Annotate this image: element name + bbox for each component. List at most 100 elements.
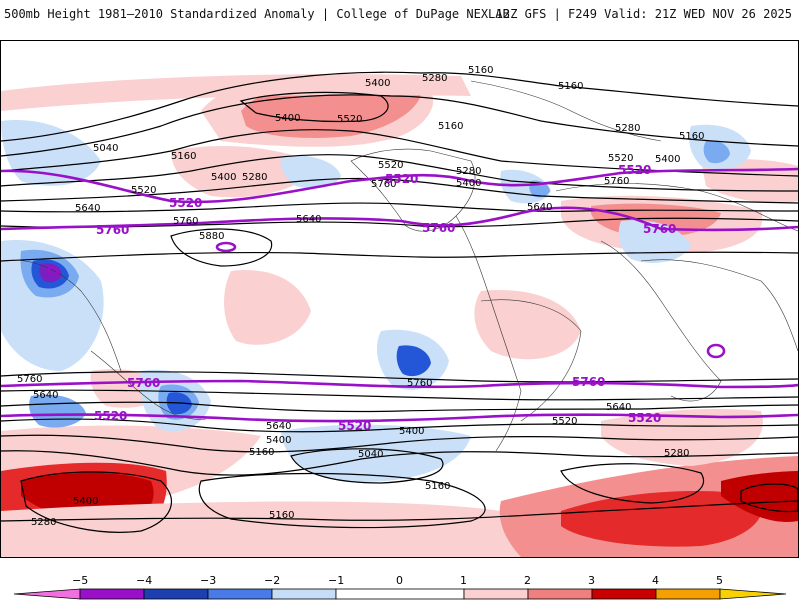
- contour-label: 5160: [425, 481, 450, 492]
- coastline: [640, 259, 798, 352]
- positive-anomaly-shading: [1, 74, 798, 557]
- purple-contour-5760-nh: [1, 206, 798, 232]
- anomaly-area: [1, 120, 101, 186]
- contour-label: 5160: [269, 510, 294, 521]
- colorbar-segment: [271, 588, 337, 600]
- colorbar-tick-label: 4: [652, 574, 659, 587]
- contour-line: [1, 418, 798, 433]
- purple-label: 5520: [385, 172, 418, 186]
- contour-label: 5760: [173, 216, 198, 227]
- contour-label: 5640: [527, 202, 552, 213]
- colorbar-segment: [79, 588, 145, 600]
- purple-closed-contour: [706, 343, 726, 359]
- contour-label: 5280: [31, 517, 56, 528]
- contour-label: 5400: [365, 78, 390, 89]
- anomaly-area: [601, 409, 763, 466]
- anomaly-area: [1, 74, 471, 111]
- purple-closed-contour: [46, 265, 60, 277]
- contour-line: [1, 434, 798, 453]
- colorbar-tick-label: 5: [716, 574, 723, 587]
- anomaly-colorbar: −5 −4 −3 −2 −1 0 1 2 3 4 5: [0, 568, 800, 600]
- coastline: [350, 148, 476, 232]
- contour-line: [1, 154, 798, 192]
- purple-label: 5760: [422, 221, 455, 235]
- purple-label: 5760: [572, 375, 605, 389]
- contour-line: [198, 472, 486, 529]
- coastline: [455, 215, 522, 452]
- anomaly-area: [281, 424, 471, 482]
- colorbar-tick-label: −4: [136, 574, 152, 587]
- contour-label: 5400: [211, 172, 236, 183]
- colorbar-tick-label: −3: [200, 574, 216, 587]
- colorbar-tick-label: −5: [72, 574, 88, 587]
- contour-label: 5280: [242, 172, 267, 183]
- contour-line: [290, 448, 444, 484]
- height-contours: [1, 71, 798, 533]
- contour-line: [740, 483, 798, 513]
- contour-label: 5400: [399, 426, 424, 437]
- contour-label: 5400: [456, 178, 481, 189]
- coastline: [1, 259, 122, 372]
- contour-line: [1, 202, 798, 213]
- contour-label: 5400: [266, 435, 291, 446]
- title-bar: 500mb Height 1981–2010 Standardized Anom…: [0, 0, 800, 30]
- colorbar-tick-label: 1: [460, 574, 467, 587]
- colorbar-segment: [719, 588, 787, 600]
- purple-contour-5760-sh: [1, 379, 798, 389]
- coastlines: [1, 80, 798, 452]
- colorbar-segment: [591, 588, 657, 600]
- contour-label: 5280: [456, 166, 481, 177]
- colorbar-segment: [527, 588, 593, 600]
- contour-label: 5160: [438, 121, 463, 132]
- colorbar-tick-label: −2: [264, 574, 280, 587]
- purple-label: 5520: [618, 163, 651, 177]
- anomaly-area: [224, 270, 311, 345]
- contour-label: 5760: [604, 176, 629, 187]
- contour-label: 5880: [199, 231, 224, 242]
- contour-label: 5760: [371, 179, 396, 190]
- contour-label: 5160: [249, 447, 274, 458]
- colorbar-svg: −5 −4 −3 −2 −1 0 1 2 3 4 5: [13, 574, 787, 600]
- purple-label: 5760: [127, 376, 160, 390]
- contour-label: 5520: [378, 160, 403, 171]
- contour-label: 5160: [558, 81, 583, 92]
- map-svg: 5160 5160 5160 5160 5160 5280 5280 5280 …: [1, 65, 798, 557]
- contour-line: [1, 217, 798, 228]
- contour-label: 5160: [468, 65, 493, 76]
- contour-line: [1, 94, 798, 157]
- purple-contour-5520-sh: [1, 413, 798, 423]
- contour-line: [1, 389, 798, 401]
- anomaly-area: [474, 290, 581, 360]
- purple-label-group: 5520 5520 5520 5520 5520 5520 5760 5760 …: [94, 163, 676, 433]
- contour-line: [1, 71, 798, 142]
- contour-label: 5160: [171, 151, 196, 162]
- contour-line: [560, 463, 705, 504]
- coastline: [470, 80, 662, 142]
- anomaly-area: [396, 345, 431, 377]
- contour-label-group: 5160 5160 5160 5160 5160 5280 5280 5280 …: [17, 65, 704, 528]
- anomaly-area: [280, 155, 341, 189]
- contour-label: 5280: [664, 448, 689, 459]
- contour-line: [1, 450, 798, 476]
- colorbar-tick-label: 2: [524, 574, 531, 587]
- colorbar-segment: [463, 588, 529, 600]
- colorbar-segment: [655, 588, 721, 600]
- colorbar-ticks: −5 −4 −3 −2 −1 0 1 2 3 4 5: [72, 574, 723, 587]
- contour-label: 5520: [337, 114, 362, 125]
- colorbar-tick-label: −1: [328, 574, 344, 587]
- contour-label: 5640: [296, 214, 321, 225]
- colorbar-tick-label: 0: [396, 574, 403, 587]
- contour-label: 5520: [552, 416, 577, 427]
- colorbar-segments: [13, 588, 787, 600]
- contour-label: 5280: [422, 73, 447, 84]
- contour-label: 5640: [606, 402, 631, 413]
- purple-contours: [1, 167, 798, 423]
- colorbar-segment: [207, 588, 273, 600]
- contour-label: 5640: [266, 421, 291, 432]
- colorbar-tick-label: 3: [588, 574, 595, 587]
- contour-line: [1, 251, 798, 262]
- anomaly-map[interactable]: 5160 5160 5160 5160 5160 5280 5280 5280 …: [0, 40, 799, 558]
- negative-anomaly-shading: [1, 120, 751, 482]
- contour-label: 5640: [33, 390, 58, 401]
- contour-line: [170, 228, 273, 267]
